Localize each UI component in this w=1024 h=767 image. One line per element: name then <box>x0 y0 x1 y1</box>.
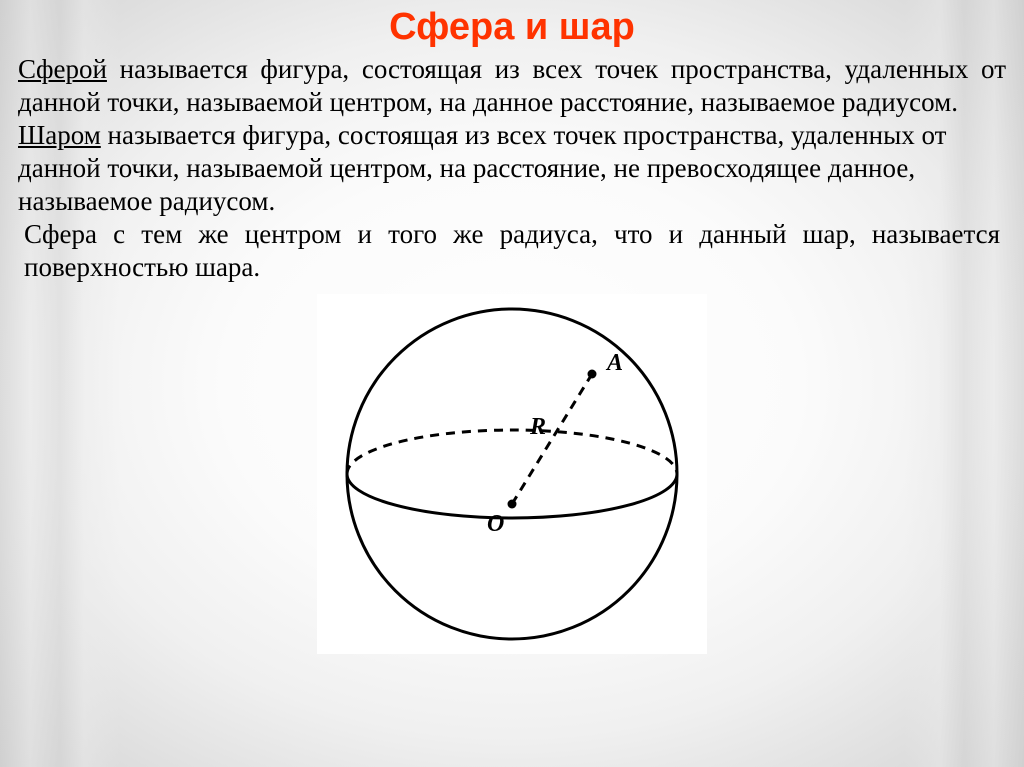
sphere-diagram: A R O <box>317 294 707 654</box>
term-sphere: Сферой <box>18 54 107 84</box>
slide: Сфера и шар Сферой называется фигура, со… <box>0 0 1024 767</box>
definition-sphere: Сферой называется фигура, состоящая из в… <box>18 53 1006 119</box>
figure-container: A R O <box>18 294 1006 654</box>
point-a <box>588 369 597 378</box>
definition-ball-period: . <box>268 186 275 216</box>
term-ball: Шаром <box>18 120 101 150</box>
point-o <box>508 499 517 508</box>
definition-ball-text: называется фигура, состоящая из всех точ… <box>18 120 946 216</box>
figure-background <box>317 294 707 654</box>
page-title: Сфера и шар <box>18 6 1006 49</box>
definition-surface: Сфера с тем же центром и того же радиуса… <box>18 218 1006 284</box>
definition-ball: Шаром называется фигура, состоящая из вс… <box>18 119 1006 218</box>
label-r: R <box>529 414 546 440</box>
slide-content: Сфера и шар Сферой называется фигура, со… <box>0 0 1024 654</box>
definition-sphere-text: называется фигура, состоящая из всех точ… <box>18 54 1006 117</box>
label-a: A <box>605 350 623 376</box>
label-o: O <box>487 511 504 537</box>
